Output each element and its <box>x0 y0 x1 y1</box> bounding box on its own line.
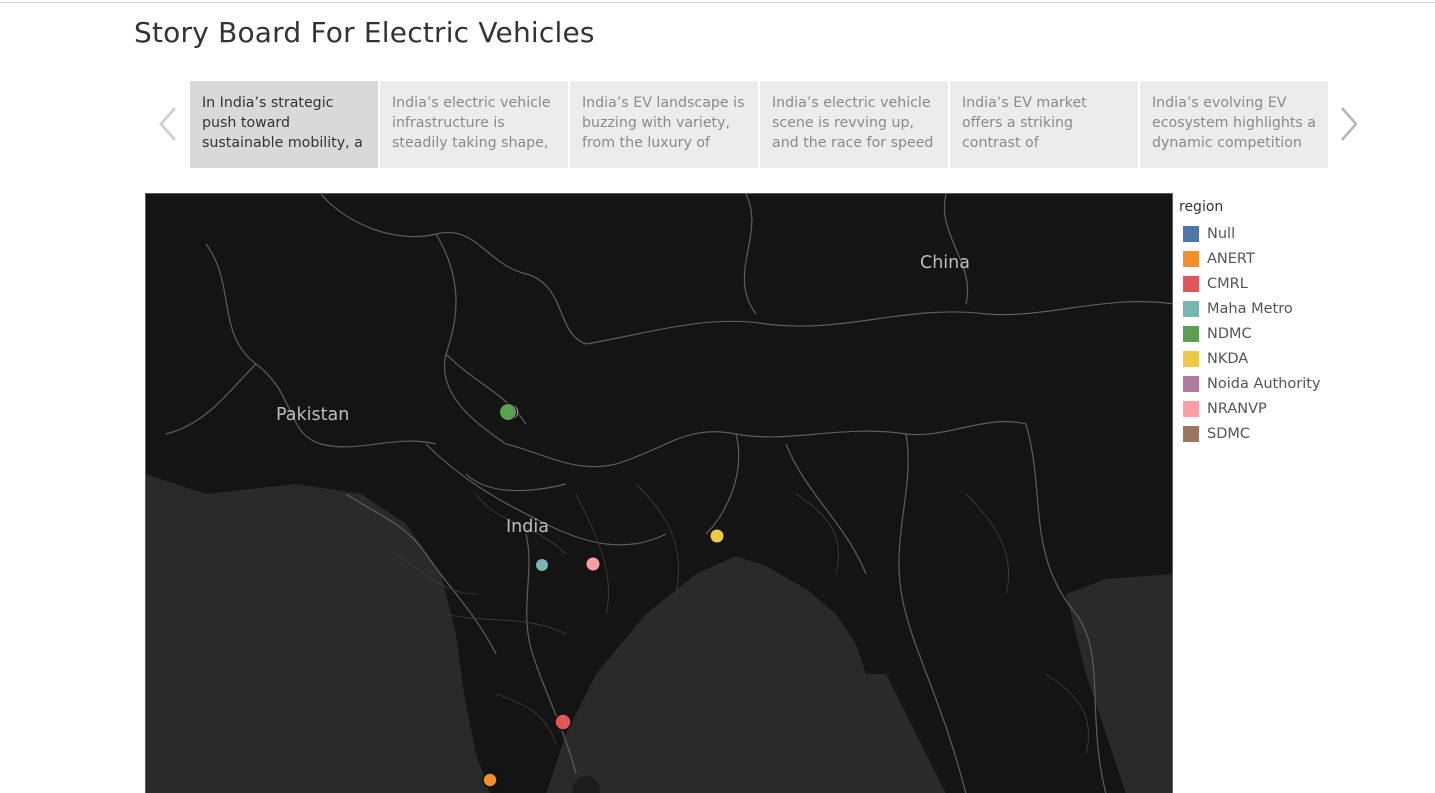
legend-item-anert[interactable]: ANERT <box>1179 246 1429 271</box>
story-point-6[interactable]: India’s evolving EV ecosystem highlights… <box>1140 81 1328 168</box>
legend-label: ANERT <box>1207 251 1255 267</box>
story-point-3[interactable]: India’s EV landscape is buzzing with var… <box>570 81 758 168</box>
legend-title: region <box>1179 199 1429 215</box>
story-point-1[interactable]: In India’s strategic push toward sustain… <box>190 81 378 168</box>
region-map[interactable]: China Pakistan India <box>145 193 1173 793</box>
legend-label: CMRL <box>1207 276 1248 292</box>
chevron-right-icon <box>1338 105 1360 143</box>
legend-item-sdmc[interactable]: SDMC <box>1179 421 1429 446</box>
legend-swatch <box>1183 226 1199 242</box>
legend-label: Maha Metro <box>1207 301 1293 317</box>
map-label-india: India <box>506 517 549 537</box>
story-point-text: In India’s strategic push toward sustain… <box>202 93 368 153</box>
map-point-maha-metro[interactable] <box>536 559 549 572</box>
map-point-ndmc[interactable] <box>500 404 517 421</box>
legend-swatch <box>1183 326 1199 342</box>
legend-swatch <box>1183 376 1199 392</box>
next-story-point-button[interactable] <box>1336 104 1362 144</box>
top-divider <box>0 2 1435 3</box>
legend-item-ndmc[interactable]: NDMC <box>1179 321 1429 346</box>
map-canvas: China Pakistan India <box>146 194 1173 793</box>
legend-swatch <box>1183 401 1199 417</box>
story-point-4[interactable]: India’s electric vehicle scene is revvin… <box>760 81 948 168</box>
map-label-pakistan: Pakistan <box>276 405 349 425</box>
legend-swatch <box>1183 351 1199 367</box>
story-point-text: India’s EV landscape is buzzing with var… <box>582 93 748 153</box>
page-title: Story Board For Electric Vehicles <box>134 16 595 49</box>
legend-swatch <box>1183 251 1199 267</box>
legend-item-noida-authority[interactable]: Noida Authority <box>1179 371 1429 396</box>
chevron-left-icon <box>157 105 179 143</box>
legend-swatch <box>1183 301 1199 317</box>
map-point-anert[interactable] <box>483 773 497 787</box>
legend-label: SDMC <box>1207 426 1250 442</box>
legend-label: Noida Authority <box>1207 376 1321 392</box>
story-point-5[interactable]: India’s EV market offers a striking cont… <box>950 81 1138 168</box>
legend-label: NKDA <box>1207 351 1248 367</box>
legend-label: NRANVP <box>1207 401 1267 417</box>
legend-item-nranvp[interactable]: NRANVP <box>1179 396 1429 421</box>
legend-item-cmrl[interactable]: CMRL <box>1179 271 1429 296</box>
legend-label: Null <box>1207 226 1235 242</box>
story-point-text: India’s evolving EV ecosystem highlights… <box>1152 93 1318 153</box>
map-point-cmrl[interactable] <box>555 714 571 730</box>
previous-story-point-button[interactable] <box>155 104 181 144</box>
legend-label: NDMC <box>1207 326 1252 342</box>
map-point-nranvp[interactable] <box>586 557 600 571</box>
story-navigator: In India’s strategic push toward sustain… <box>190 81 1328 168</box>
story-point-text: India’s EV market offers a striking cont… <box>962 93 1128 153</box>
legend-swatch <box>1183 276 1199 292</box>
legend-item-null[interactable]: Null <box>1179 221 1429 246</box>
story-point-2[interactable]: India’s electric vehicle infrastructure … <box>380 81 568 168</box>
map-label-china: China <box>920 253 970 273</box>
story-point-text: India’s electric vehicle infrastructure … <box>392 93 558 153</box>
region-legend: region Null ANERT CMRL Maha Metro NDMC N… <box>1179 199 1429 446</box>
legend-swatch <box>1183 426 1199 442</box>
story-point-text: India’s electric vehicle scene is revvin… <box>772 93 938 153</box>
legend-item-nkda[interactable]: NKDA <box>1179 346 1429 371</box>
map-point-nkda[interactable] <box>710 529 724 543</box>
legend-item-maha-metro[interactable]: Maha Metro <box>1179 296 1429 321</box>
